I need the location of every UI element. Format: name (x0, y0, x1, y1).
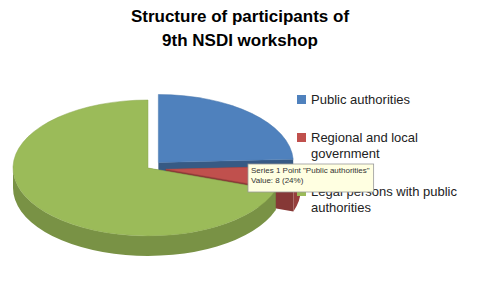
legend-swatch (297, 95, 306, 104)
title: Structure of participants of9th NSDI wor… (131, 7, 350, 50)
tooltip-text: Value: 8 (24%) (251, 176, 304, 185)
chart: Structure of participants of9th NSDI wor… (0, 0, 500, 298)
legend: Public authorities Regional and localgove… (297, 92, 457, 215)
pie-slice (13, 100, 276, 236)
legend-label: Public authorities (311, 92, 410, 107)
tooltip-text: Series 1 Point "Public authorities" (251, 166, 370, 175)
tooltip: Series 1 Point "Public authorities"Value… (248, 164, 374, 192)
tooltip-box (248, 164, 374, 192)
pie-slice (158, 95, 293, 163)
legend-swatch (297, 133, 306, 142)
legend-label: Regional and localgovernment (311, 130, 418, 161)
